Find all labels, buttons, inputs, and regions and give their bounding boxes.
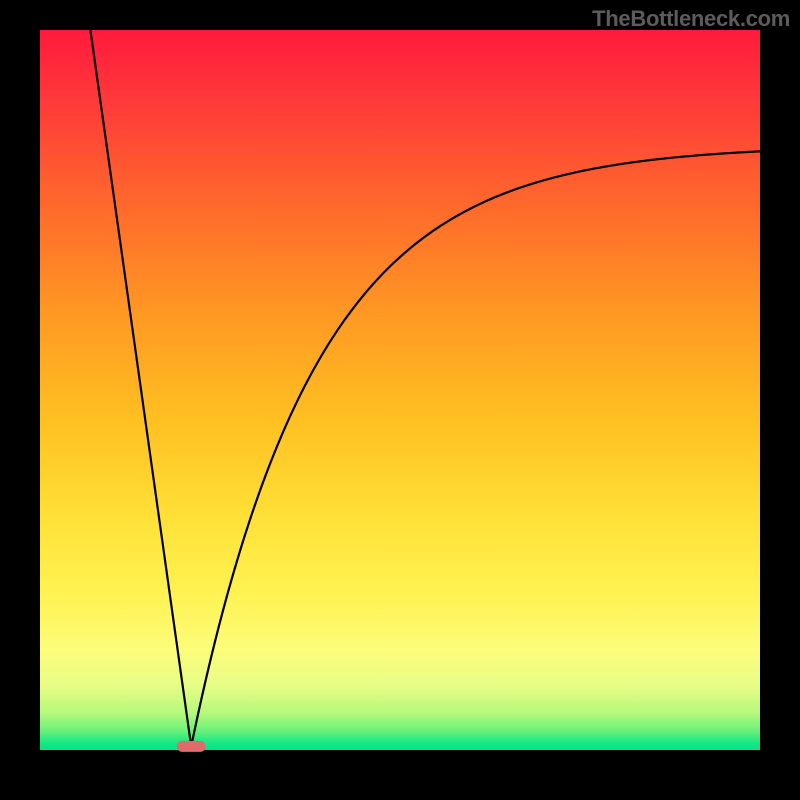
- chart-canvas: [0, 0, 800, 800]
- minimum-marker: [177, 741, 205, 751]
- chart-plot-background: [40, 30, 760, 750]
- bottleneck-chart: TheBottleneck.com: [0, 0, 800, 800]
- watermark-text: TheBottleneck.com: [592, 6, 790, 32]
